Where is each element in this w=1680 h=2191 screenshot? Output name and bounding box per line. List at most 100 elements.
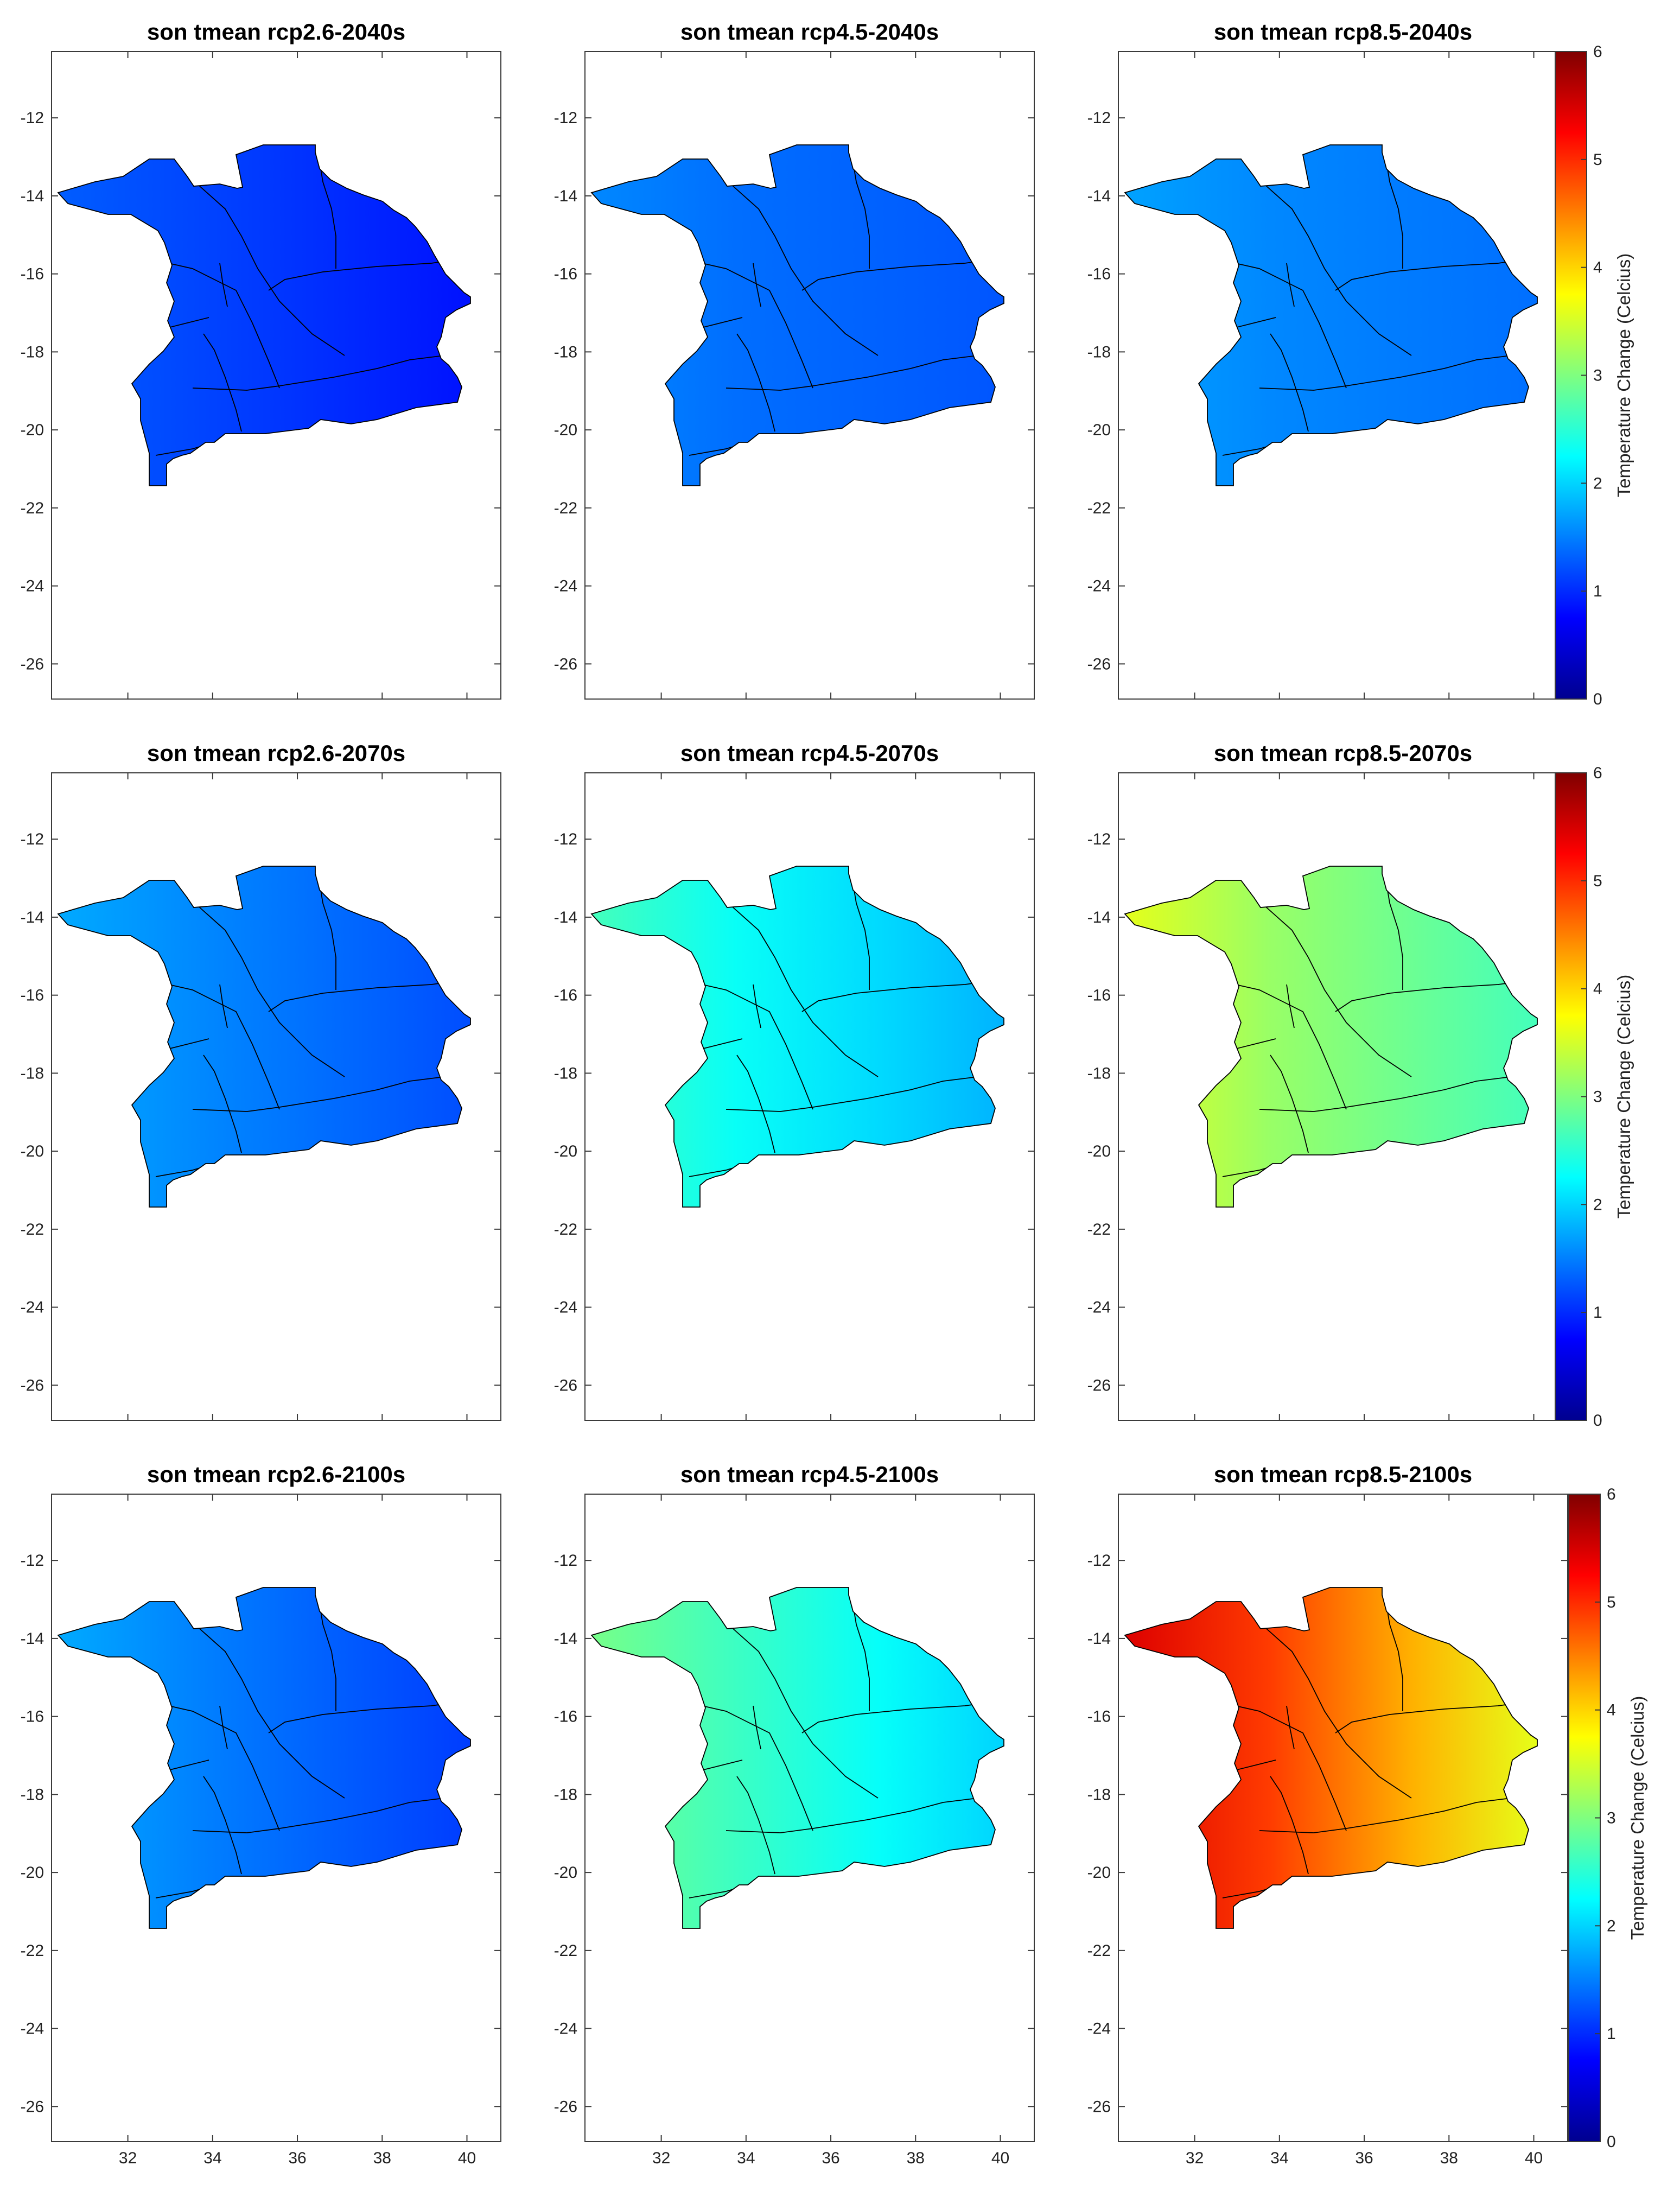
lon-tick-label: 38 (907, 2149, 925, 2167)
colorbar-tick-label: 5 (1593, 872, 1602, 890)
lat-tick-label: -12 (1087, 830, 1111, 848)
colorbar: 0 1 2 3 4 5 6 Temperature Change (Celcius) (1568, 1485, 1647, 2151)
axes-frame (51, 772, 501, 1421)
lat-tick-label: -20 (554, 421, 577, 439)
lat-tick-label: -24 (21, 1299, 44, 1317)
lat-tick-label: -14 (21, 187, 44, 205)
colorbar-tick-label: 2 (1593, 474, 1602, 492)
lat-tick-label: -24 (554, 577, 577, 595)
lat-tick-label: -26 (1087, 1376, 1111, 1394)
lat-tick-label: -26 (1087, 2098, 1111, 2116)
lon-tick-label: 40 (991, 2149, 1009, 2167)
colorbar-tick-label: 3 (1593, 367, 1602, 385)
province-borders (678, 1591, 1003, 1898)
lat-tick-label: -12 (554, 109, 577, 127)
lon-tick-label: 32 (119, 2149, 137, 2167)
colorbar-tick-label: 4 (1593, 980, 1602, 998)
colorbar: 0 1 2 3 4 5 6 Temperature Change (Celcius) (1555, 764, 1634, 1430)
lat-tick-label: -14 (554, 909, 577, 926)
province-borders (144, 149, 470, 456)
lon-tick-label: 34 (203, 2149, 221, 2167)
lat-tick-label: -16 (554, 987, 577, 1005)
lat-tick-label: -18 (554, 1064, 577, 1082)
lon-tick-label: 38 (373, 2149, 391, 2167)
province-borders (1211, 149, 1537, 456)
lon-tick-label: 32 (652, 2149, 670, 2167)
lat-tick-label: -18 (1087, 1064, 1111, 1082)
panel-title: son tmean rcp8.5-2100s (1214, 1462, 1472, 1487)
map-panel: son tmean rcp4.5-2070s -12 -14 -16 -18 -20 -22… (554, 740, 1035, 1421)
map-panel: son tmean rcp8.5-2040s -12 -14 -16 -18 -20 -22… (1087, 19, 1568, 700)
lat-tick-label: -12 (21, 1552, 44, 1570)
lat-tick-label: -12 (554, 830, 577, 848)
lat-tick-label: -20 (1087, 1864, 1111, 1882)
axes-frame (51, 51, 501, 700)
colorbar-tick-label: 3 (1593, 1088, 1602, 1106)
map-panel: son tmean rcp2.6-2100s -12 -14 -16 -18 -20 -22… (21, 1462, 501, 2167)
panel-title: son tmean rcp4.5-2040s (680, 19, 939, 45)
lon-tick-label: 34 (737, 2149, 755, 2167)
lat-tick-label: -12 (1087, 1552, 1111, 1570)
lat-tick-label: -26 (554, 655, 577, 673)
map-panel: son tmean rcp8.5-2100s -12 -14 -16 -18 -20 -22… (1087, 1462, 1568, 2167)
lon-tick-label: 40 (458, 2149, 476, 2167)
lat-tick-label: -22 (554, 1942, 577, 1960)
province-borders (144, 870, 470, 1177)
colorbar-tick-label: 0 (1593, 690, 1602, 708)
lat-tick-label: -20 (21, 1142, 44, 1160)
lat-tick-label: -18 (1087, 343, 1111, 361)
lat-tick-label: -12 (21, 109, 44, 127)
lat-tick-label: -26 (554, 1376, 577, 1394)
lat-tick-label: -20 (21, 421, 44, 439)
lat-tick-label: -24 (1087, 2020, 1111, 2038)
province-borders (678, 149, 1003, 456)
colorbar-tick-label: 4 (1607, 1701, 1616, 1719)
lon-tick-label: 32 (1186, 2149, 1204, 2167)
panel-title: son tmean rcp8.5-2040s (1214, 19, 1472, 45)
lat-tick-label: -24 (21, 577, 44, 595)
lat-tick-label: -26 (1087, 655, 1111, 673)
colorbar-tick-label: 0 (1607, 2133, 1616, 2151)
lat-tick-label: -22 (21, 1942, 44, 1960)
colorbar-tick-label: 2 (1593, 1196, 1602, 1214)
lat-tick-label: -18 (554, 343, 577, 361)
lat-tick-label: -16 (21, 987, 44, 1005)
colorbar-tick-label: 6 (1593, 764, 1602, 782)
colorbar-tick-label: 1 (1593, 582, 1602, 600)
colorbar-tick-label: 1 (1607, 2025, 1616, 2043)
lat-tick-label: -26 (554, 2098, 577, 2116)
lat-tick-label: -24 (1087, 577, 1111, 595)
lon-tick-label: 40 (1525, 2149, 1543, 2167)
lat-tick-label: -16 (21, 265, 44, 283)
panel-title: son tmean rcp2.6-2070s (147, 740, 405, 766)
colorbar-tick-label: 2 (1607, 1917, 1616, 1935)
panel-title: son tmean rcp2.6-2040s (147, 19, 405, 45)
colorbar-tick-label: 5 (1593, 151, 1602, 169)
lat-tick-label: -18 (1087, 1786, 1111, 1803)
axes-frame (51, 1494, 501, 2142)
lat-tick-label: -12 (1087, 109, 1111, 127)
lat-tick-label: -26 (21, 655, 44, 673)
lat-tick-label: -18 (21, 1786, 44, 1803)
colorbars-layer: 0 1 2 3 4 5 6 Temperature Change (Celcius) 0 1 2 3 4… (1555, 43, 1647, 2151)
lat-tick-label: -14 (554, 1630, 577, 1648)
lat-tick-label: -14 (1087, 1630, 1111, 1648)
lat-tick-label: -16 (1087, 1708, 1111, 1726)
panel-title: son tmean rcp4.5-2070s (680, 740, 939, 766)
map-panel: son tmean rcp2.6-2070s -12 -14 -16 -18 -20 -22… (21, 740, 501, 1421)
lat-tick-label: -24 (1087, 1299, 1111, 1317)
panel-title: son tmean rcp4.5-2100s (680, 1462, 939, 1487)
lat-tick-label: -22 (1087, 1942, 1111, 1960)
lat-tick-label: -12 (21, 830, 44, 848)
lat-tick-label: -22 (21, 1221, 44, 1239)
lat-tick-label: -24 (554, 2020, 577, 2038)
lon-tick-label: 36 (1355, 2149, 1373, 2167)
lon-tick-label: 38 (1440, 2149, 1458, 2167)
lat-tick-label: -22 (1087, 499, 1111, 517)
colorbar-tick-label: 0 (1593, 1412, 1602, 1430)
map-panel: son tmean rcp8.5-2070s -12 -14 -16 -18 -20 -22… (1087, 740, 1568, 1421)
colorbar-tick-label: 5 (1607, 1593, 1616, 1611)
province-borders (1211, 1591, 1537, 1898)
colorbar: 0 1 2 3 4 5 6 Temperature Change (Celcius) (1555, 43, 1634, 708)
